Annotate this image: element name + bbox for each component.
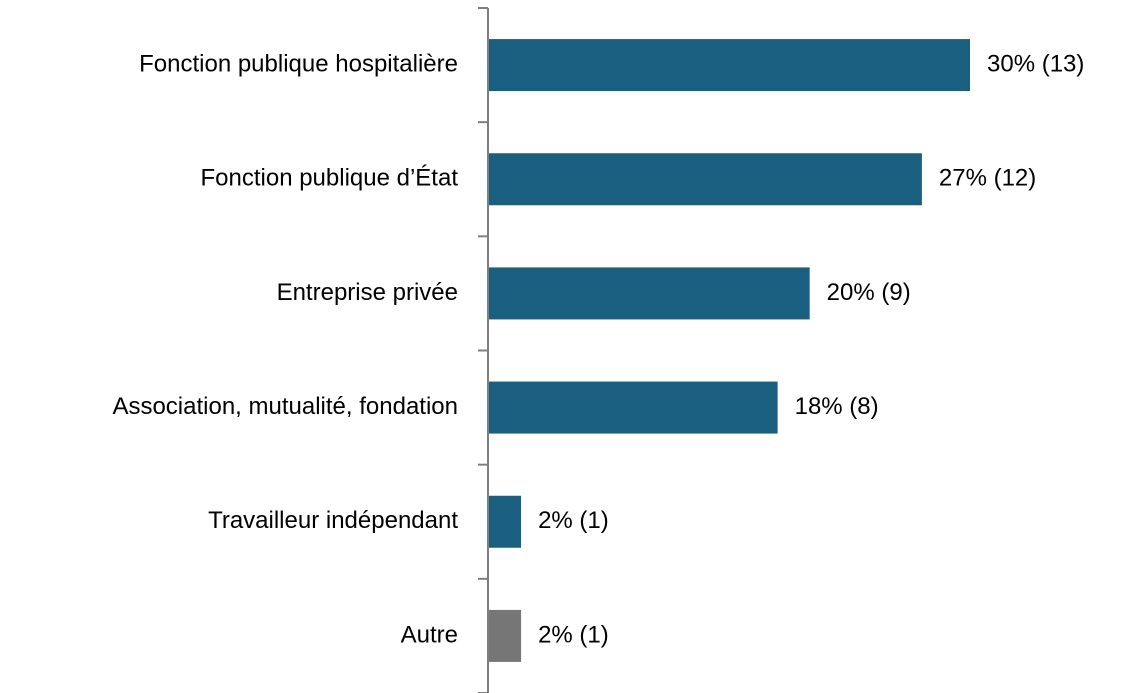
value-label: 18% (8) (795, 393, 879, 420)
value-label: 27% (12) (939, 165, 1036, 192)
bar (489, 609, 522, 662)
value-label: 2% (1) (538, 621, 609, 648)
value-label: 30% (13) (987, 50, 1084, 77)
value-label: 20% (9) (827, 279, 911, 306)
category-label: Autre (401, 621, 458, 648)
category-label: Fonction publique hospitalière (139, 50, 458, 77)
category-label: Entreprise privée (277, 279, 458, 306)
bar (489, 153, 922, 206)
bar (489, 495, 522, 548)
bar (489, 267, 810, 320)
category-label: Association, mutualité, fondation (112, 393, 458, 420)
bar (489, 381, 778, 434)
category-label: Fonction publique d’État (200, 165, 458, 192)
value-label: 2% (1) (538, 507, 609, 534)
bar (489, 39, 970, 92)
category-label: Travailleur indépendant (208, 507, 458, 534)
